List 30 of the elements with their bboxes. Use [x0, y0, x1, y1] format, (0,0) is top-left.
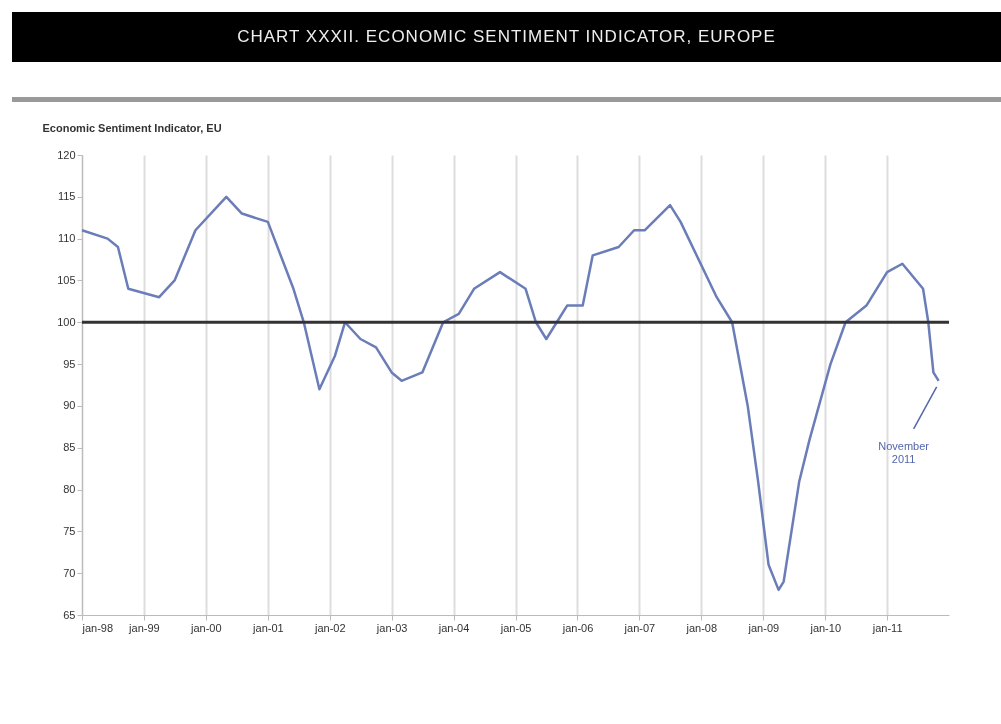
- x-tick-label: jan-10: [809, 621, 841, 634]
- y-tick-label: 75: [63, 524, 76, 537]
- x-tick-label: jan-98: [81, 621, 114, 634]
- y-tick-label: 120: [57, 148, 76, 161]
- y-tick-label: 110: [57, 232, 76, 245]
- line-series: [80, 195, 940, 592]
- y-tick-label: 80: [63, 483, 76, 496]
- y-tick-label: 105: [57, 273, 76, 286]
- annotation: November 2011: [878, 439, 930, 465]
- y-tick-label: 100: [57, 315, 76, 328]
- x-tick-label: jan-07: [623, 621, 656, 634]
- y-tick-label: 115: [57, 190, 76, 203]
- x-tick-label: jan-05: [499, 621, 532, 634]
- x-tick-label: jan-04: [437, 621, 470, 634]
- y-axis-title: Economic Sentiment Indicator, EU: [42, 121, 222, 134]
- x-tick-label: jan-01: [252, 621, 284, 634]
- y-tick-label: 90: [63, 399, 76, 412]
- x-tick-label: jan-02: [313, 621, 346, 634]
- x-tick-label: jan-09: [747, 621, 780, 634]
- x-tick-label: jan-03: [375, 621, 408, 634]
- chart-title: CHART XXXII. ECONOMIC SENTIMENT INDICATOR, EUROPE: [12, 12, 1001, 62]
- y-tick-label: 85: [63, 441, 76, 454]
- x-tick-label: jan-08: [685, 621, 718, 634]
- y-tick-label: 65: [63, 608, 76, 621]
- x-tick-label: jan-99: [128, 621, 160, 634]
- y-tick-label: 70: [63, 566, 76, 579]
- x-tick-label: jan-11: [871, 621, 903, 634]
- x-tick-label: jan-06: [561, 621, 594, 634]
- x-tick-label: jan-00: [190, 621, 222, 634]
- y-tick-label: 95: [63, 357, 76, 370]
